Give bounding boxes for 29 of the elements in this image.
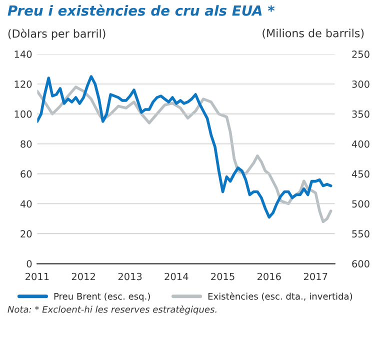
y2-axis-title: (Milions de barrils) [262, 28, 364, 39]
legend-label: Existències (esc. dta., invertida) [208, 292, 352, 301]
y-tick-label: 0 [26, 260, 32, 268]
y2-tick-label: 400 [352, 140, 370, 148]
x-tick-label: 2017 [304, 272, 328, 280]
x-tick-label: 2016 [257, 272, 281, 280]
y-tick-label: 40 [20, 200, 32, 208]
x-tick-label: 2012 [72, 272, 95, 280]
y2-tick-label: 500 [352, 200, 370, 208]
y2-tick-label: 350 [352, 110, 370, 118]
y2-tick-label: 300 [352, 80, 370, 88]
chart-title: Preu i existències de cru als EUA * [8, 4, 275, 16]
y-tick-label: 120 [14, 80, 32, 88]
y2-tick-label: 450 [352, 170, 370, 178]
y-tick-label: 20 [20, 230, 32, 238]
y2-tick-label: 550 [352, 230, 370, 238]
x-tick-label: 2011 [26, 272, 49, 280]
y-tick-label: 100 [14, 110, 32, 118]
y-tick-label: 140 [14, 50, 32, 58]
x-tick-label: 2013 [118, 272, 142, 280]
y-tick-label: 80 [20, 140, 32, 148]
y-axis-title: (Dòlars per barril) [8, 28, 106, 40]
x-tick-label: 2014 [164, 272, 188, 280]
x-tick-label: 2015 [211, 272, 234, 280]
text: Nota: * Excloent-hi les reserves estratègiques. [8, 305, 216, 315]
legend-label: Preu Brent (esc. esq.) [54, 292, 150, 302]
y-tick-label: 60 [20, 170, 32, 178]
y2-tick-label: 250 [352, 50, 370, 58]
y2-tick-label: 600 [352, 260, 370, 268]
